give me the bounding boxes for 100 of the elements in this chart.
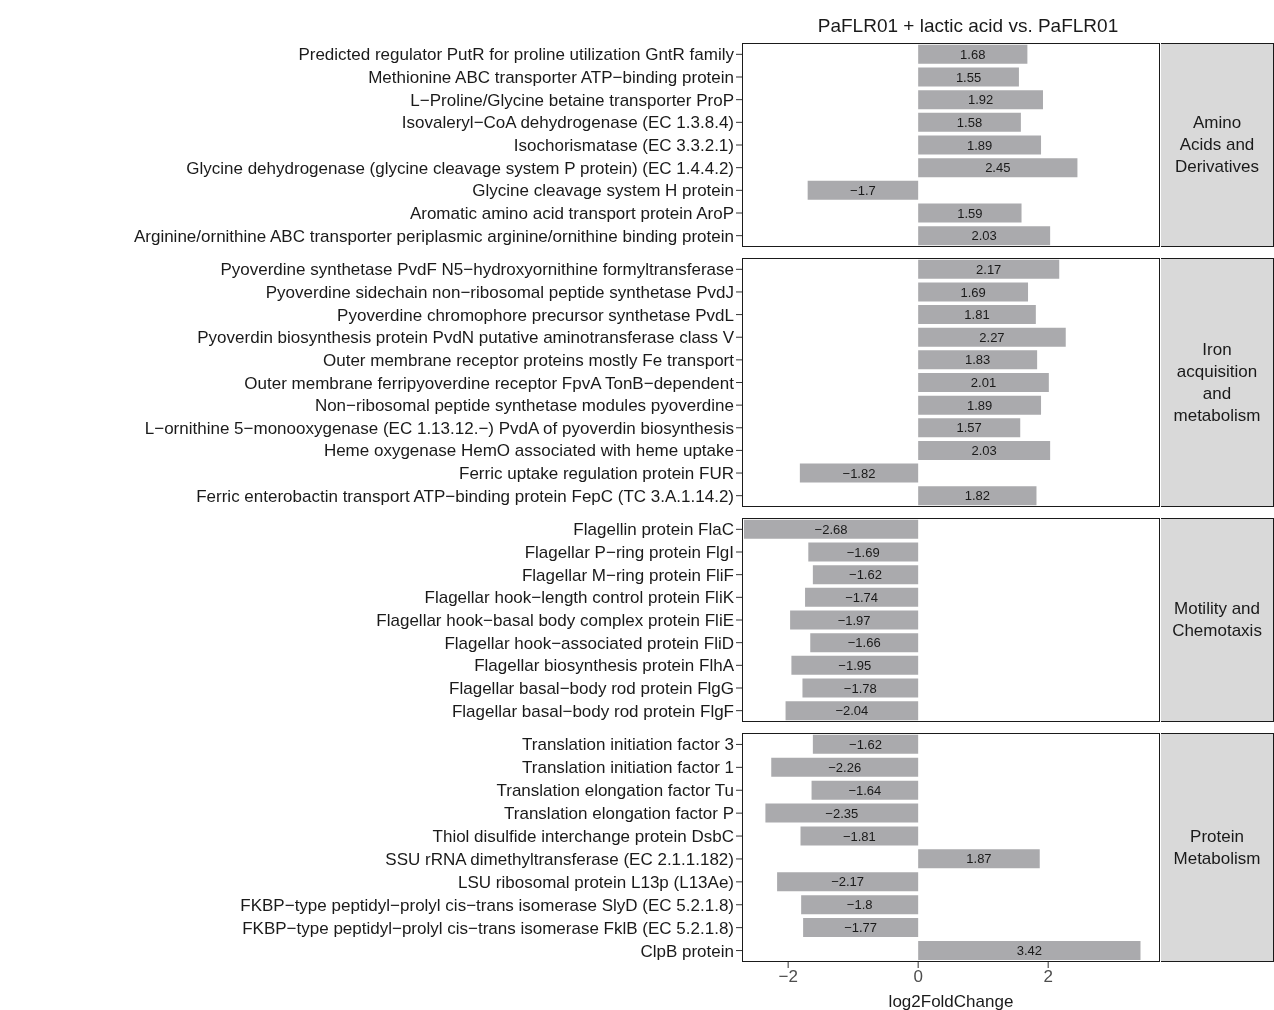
bar — [800, 826, 919, 846]
y-tick-label: Flagellar M−ring protein FliF — [521, 565, 734, 585]
bar — [918, 203, 1022, 223]
y-tick-label: Flagellar biosynthesis protein FlhA — [474, 656, 735, 676]
x-axis-title: log2FoldChange — [887, 992, 1015, 1010]
bar — [918, 418, 1021, 438]
x-tick-label: 2 — [1043, 967, 1053, 987]
data-label: 1.81 — [964, 307, 990, 323]
y-tick-label: Flagellar hook−length control protein FliK — [424, 588, 735, 608]
bar — [918, 395, 1042, 415]
y-tick-label: Isovaleryl−CoA dehydrogenase (EC 1.3.8.4) — [401, 113, 734, 133]
bar — [812, 734, 919, 754]
data-label: −2.04 — [835, 703, 869, 719]
y-tick-label: Outer membrane ferripyoverdine receptor FpvA TonB−dependent — [244, 373, 735, 393]
data-label: −1.64 — [848, 782, 882, 798]
y-tick-label: Methionine ABC transporter ATP−binding protein — [368, 68, 734, 88]
bar — [777, 872, 919, 892]
data-label: 1.92 — [967, 92, 994, 108]
y-tick-label: Flagellar basal−body rod protein FlgG — [449, 679, 734, 699]
bar — [918, 135, 1042, 155]
y-tick-label: Ferric enterobactin transport ATP−binding protein FepC (TC 3.A.1.14.2) — [196, 486, 734, 506]
data-label: −2.17 — [831, 874, 865, 890]
x-tick-label: −2 — [778, 967, 798, 987]
y-tick-label: Non−ribosomal peptide synthetase modules pyoverdine — [314, 396, 734, 416]
y-tick-label: Translation elongation factor P — [504, 804, 734, 824]
y-tick-label: Pyoverdin biosynthesis protein PvdN putative aminotransferase class V — [197, 328, 735, 348]
bar — [811, 780, 919, 800]
data-label: −1.69 — [846, 544, 880, 560]
bar — [918, 259, 1060, 279]
bar — [918, 440, 1051, 460]
y-tick-label: Predicted regulator PutR for proline utilization GntR family — [298, 45, 735, 65]
bar — [918, 327, 1066, 347]
bar — [918, 849, 1040, 869]
data-label: −1.97 — [837, 612, 871, 628]
data-label: 1.89 — [966, 397, 993, 413]
text: Protein Metabolism — [1173, 825, 1261, 870]
y-tick-label: Arginine/ornithine ABC transporter periplasmic arginine/ornithine binding protein — [133, 226, 734, 246]
data-label: 2.03 — [971, 228, 997, 244]
bar — [918, 305, 1036, 325]
data-label: 1.68 — [960, 46, 986, 62]
y-tick-label: Glycine cleavage system H protein — [472, 181, 734, 201]
y-tick-label: Pyoverdine chromophore precursor synthetase PvdL — [337, 305, 734, 325]
data-label: −1.74 — [845, 589, 879, 605]
y-tick-label: Aromatic amino acid transport protein AroP — [409, 204, 734, 224]
data-label: 2.45 — [985, 160, 1011, 176]
bar — [918, 486, 1037, 506]
text: Iron acquisition and metabolism — [1173, 338, 1261, 427]
data-label: −1.95 — [838, 657, 872, 673]
data-label: −1.81 — [842, 828, 876, 844]
data-label: 1.82 — [964, 488, 990, 504]
y-tick-label: Ferric uptake regulation protein FUR — [459, 464, 734, 484]
y-tick-label: L−ornithine 5−monooxygenase (EC 1.13.12.−) PvdA of pyoverdin biosynthesis — [144, 418, 734, 438]
bar — [803, 918, 919, 938]
bar — [765, 803, 919, 823]
y-tick-label: Flagellar hook−basal body complex protein FliE — [376, 611, 734, 631]
bar — [918, 90, 1043, 110]
data-label: −1.62 — [849, 567, 882, 583]
y-tick-label: LSU ribosomal protein L13p (L13Ae) — [458, 872, 734, 892]
data-label: −1.8 — [846, 897, 873, 913]
bar — [771, 757, 919, 777]
bar — [799, 463, 919, 483]
y-tick-label: Translation initiation factor 1 — [522, 758, 734, 778]
bar — [918, 282, 1029, 302]
y-tick-label: Flagellar basal−body rod protein FlgF — [451, 701, 734, 721]
x-tick-label: 0 — [913, 967, 923, 987]
text: Amino Acids and Derivatives — [1173, 112, 1261, 178]
data-label: 1.57 — [956, 420, 982, 436]
text: Motility and Chemotaxis — [1172, 598, 1262, 642]
y-tick-label: Glycine dehydrogenase (glycine cleavage system P protein) (EC 1.4.4.2) — [186, 158, 734, 178]
data-label: 2.03 — [971, 443, 997, 459]
data-label: 1.55 — [955, 69, 982, 85]
data-label: 1.69 — [960, 284, 986, 300]
y-tick-label: Isochorismatase (EC 3.3.2.1) — [513, 136, 734, 156]
data-label: 2.17 — [976, 261, 1002, 277]
bar — [918, 350, 1038, 370]
y-tick-label: Outer membrane receptor proteins mostly Fe transport — [323, 350, 735, 370]
bar — [918, 112, 1021, 132]
data-label: −1.77 — [844, 920, 878, 936]
bar — [918, 158, 1078, 178]
y-tick-label: SSU rRNA dimethyltransferase (EC 2.1.1.182) — [385, 849, 734, 869]
data-label: −2.68 — [814, 521, 848, 537]
y-tick-label: Flagellar P−ring protein FlgI — [524, 543, 734, 563]
data-label: −1.78 — [843, 680, 877, 696]
y-tick-label: Pyoverdine sidechain non−ribosomal peptide synthetase PvdJ — [265, 282, 734, 302]
bar — [918, 372, 1049, 392]
data-label: −1.66 — [847, 635, 881, 651]
y-tick-label: FKBP−type peptidyl−prolyl cis−trans isomerase FklB (EC 5.2.1.8) — [242, 918, 734, 938]
y-tick-label: Thiol disulfide interchange protein DsbC — [432, 827, 734, 847]
y-tick-label: FKBP−type peptidyl−prolyl cis−trans isomerase SlyD (EC 5.2.1.8) — [240, 895, 734, 915]
bar — [918, 44, 1028, 64]
y-tick-label: Heme oxygenase HemO associated with heme uptake — [323, 441, 734, 461]
bar — [807, 180, 919, 200]
data-label: 1.83 — [965, 352, 991, 368]
data-label: −1.82 — [842, 465, 876, 481]
bar — [918, 67, 1019, 87]
data-label: −1.62 — [849, 736, 882, 752]
data-label: 1.87 — [966, 851, 992, 867]
data-label: 1.89 — [966, 137, 993, 153]
data-label: −2.35 — [825, 805, 859, 821]
y-tick-label: Translation elongation factor Tu — [496, 781, 734, 801]
